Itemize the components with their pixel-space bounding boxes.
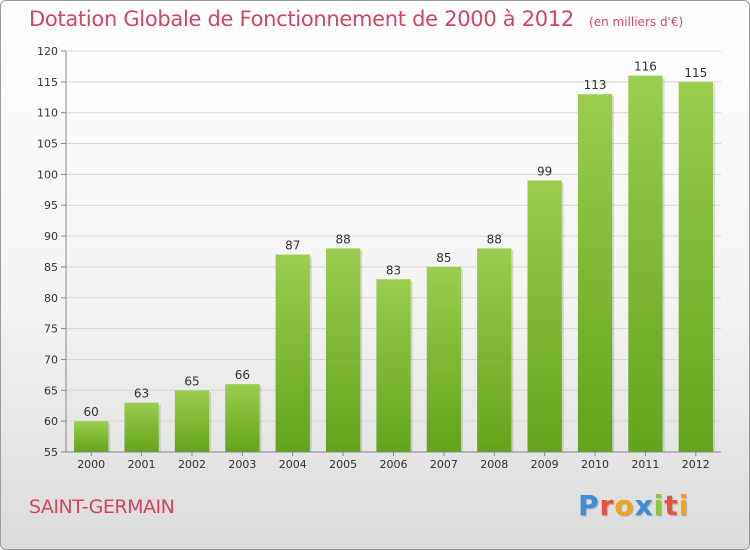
logo-letter: i — [678, 489, 690, 522]
x-tick-label: 2006 — [380, 458, 408, 471]
bar — [74, 421, 109, 452]
y-tick-label: 120 — [37, 45, 58, 58]
y-tick-label: 115 — [37, 76, 58, 89]
x-tick-label: 2010 — [581, 458, 609, 471]
bar — [678, 81, 713, 452]
bar — [325, 248, 361, 452]
bar — [225, 384, 260, 452]
bars — [74, 75, 715, 453]
x-tick-label: 2011 — [631, 458, 659, 471]
logo-letter: r — [599, 489, 615, 522]
chart-title: Dotation Globale de Fonctionnement de 20… — [29, 7, 683, 31]
bar-value-label: 88 — [335, 232, 350, 246]
bar-value-label: 60 — [84, 405, 99, 419]
x-tick-label: 2003 — [228, 458, 256, 471]
commune-name: SAINT-GERMAIN — [29, 496, 175, 518]
bar — [477, 248, 512, 452]
bar — [124, 402, 159, 452]
bar-value-label: 115 — [684, 66, 707, 80]
bar-value-label: 87 — [285, 239, 300, 253]
bar-value-label: 88 — [487, 232, 502, 246]
bar-value-label: 116 — [634, 60, 657, 74]
x-tick-label: 2000 — [77, 458, 105, 471]
bar-value-label: 66 — [235, 368, 250, 382]
y-tick-label: 75 — [44, 323, 58, 336]
bar-value-label: 85 — [436, 251, 451, 265]
logo-letter: x — [634, 489, 654, 522]
y-tick-label: 85 — [44, 261, 58, 274]
chart-title-unit: (en milliers d'€) — [589, 15, 684, 29]
x-tick-label: 2012 — [682, 458, 710, 471]
bar — [275, 254, 310, 452]
bar — [426, 266, 462, 452]
bar-value-label: 65 — [184, 374, 199, 388]
x-tick-label: 2001 — [128, 458, 156, 471]
x-tick-label: 2009 — [531, 458, 559, 471]
y-tick-label: 55 — [44, 446, 58, 459]
y-tick-label: 65 — [44, 384, 58, 397]
bar-value-label: 113 — [584, 78, 607, 92]
y-tick-label: 80 — [44, 292, 58, 305]
y-tick-label: 110 — [37, 107, 58, 120]
bar — [174, 390, 210, 452]
logo-letter: P — [578, 489, 600, 522]
bar — [628, 75, 663, 452]
bar — [527, 180, 562, 453]
bar-value-label: 99 — [537, 165, 552, 179]
y-tick-label: 90 — [44, 230, 58, 243]
axes — [61, 50, 721, 456]
y-tick-label: 60 — [44, 415, 58, 428]
x-tick-label: 2004 — [279, 458, 307, 471]
labels: 55 60 65 70 75 80 85 90 95 100 105 110 115 120 60 2000 6… — [37, 45, 710, 471]
y-tick-label: 105 — [37, 138, 58, 151]
logo-letter: t — [664, 489, 679, 522]
x-tick-label: 2007 — [430, 458, 458, 471]
bar — [376, 279, 411, 452]
bar — [577, 94, 613, 452]
y-tick-label: 100 — [37, 168, 58, 181]
bar-value-label: 63 — [134, 387, 149, 401]
logo-letter: o — [614, 489, 635, 522]
x-tick-label: 2002 — [178, 458, 206, 471]
logo-letter: i — [653, 489, 665, 522]
proxiti-logo: Proxiti — [578, 489, 689, 522]
bar-value-label: 83 — [386, 263, 401, 277]
y-tick-label: 70 — [44, 353, 58, 366]
x-tick-label: 2008 — [480, 458, 508, 471]
y-tick-label: 95 — [44, 199, 58, 212]
x-tick-label: 2005 — [329, 458, 357, 471]
chart-title-main: Dotation Globale de Fonctionnement de 20… — [29, 7, 574, 31]
